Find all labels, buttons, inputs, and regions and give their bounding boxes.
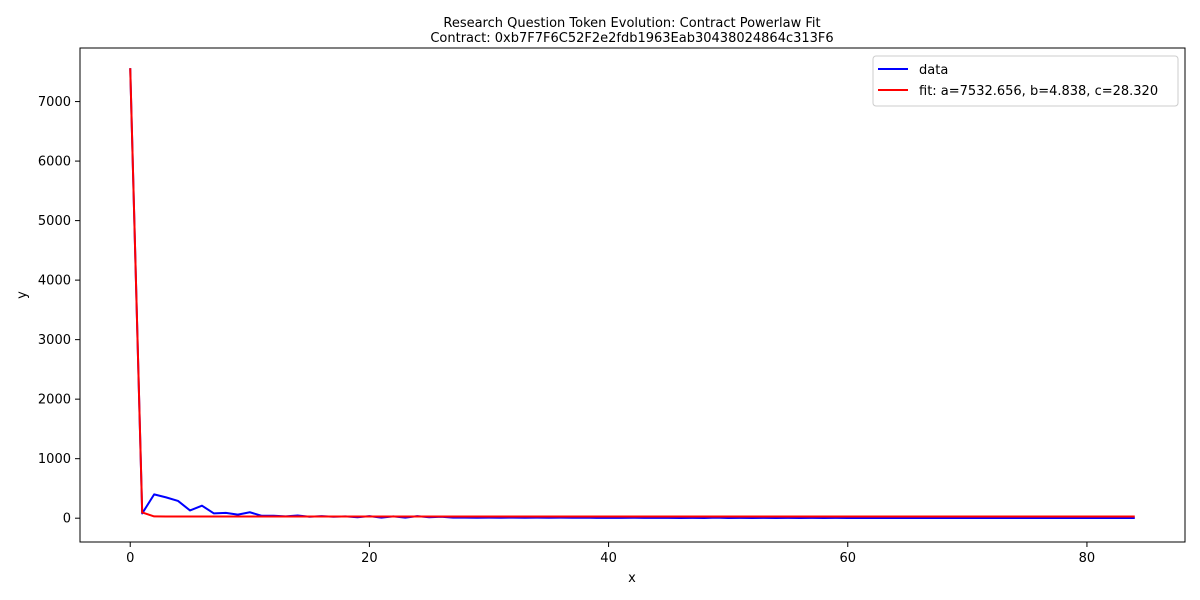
x-axis-ticks: 0 20 40 60 80 (126, 542, 1095, 566)
y-tick-label: 0 (63, 512, 71, 527)
chart-subtitle: Contract: 0xb7F7F6C52F2e2fdb1963Eab30438… (430, 31, 833, 46)
y-axis-ticks: 0 1000 2000 3000 4000 5000 6000 7000 (38, 95, 80, 527)
y-axis-label: y (15, 291, 30, 299)
y-tick-label: 7000 (38, 95, 71, 110)
plot-area (79, 47, 1186, 543)
chart-title: Research Question Token Evolution: Contr… (443, 16, 820, 31)
series-line-fit (129, 68, 1135, 518)
x-tick-label: 20 (361, 551, 378, 566)
series-line-data (129, 68, 1135, 520)
legend-label-fit: fit: a=7532.656, b=4.838, c=28.320 (919, 84, 1158, 99)
legend: data fit: a=7532.656, b=4.838, c=28.320 (872, 55, 1179, 107)
axes-frame (79, 47, 1186, 543)
y-tick-label: 3000 (38, 333, 71, 348)
y-tick-label: 6000 (38, 155, 71, 170)
legend-label-data: data (919, 63, 948, 78)
y-tick-label: 2000 (38, 393, 71, 408)
y-tick-label: 1000 (38, 452, 71, 467)
series-layer (129, 68, 1135, 520)
y-tick-label: 5000 (38, 214, 71, 229)
x-tick-label: 60 (839, 551, 856, 566)
x-tick-label: 80 (1079, 551, 1096, 566)
x-tick-label: 0 (126, 551, 134, 566)
x-tick-label: 40 (600, 551, 617, 566)
legend-box (872, 55, 1179, 107)
y-tick-label: 4000 (38, 274, 71, 289)
x-axis-label: x (628, 571, 636, 586)
